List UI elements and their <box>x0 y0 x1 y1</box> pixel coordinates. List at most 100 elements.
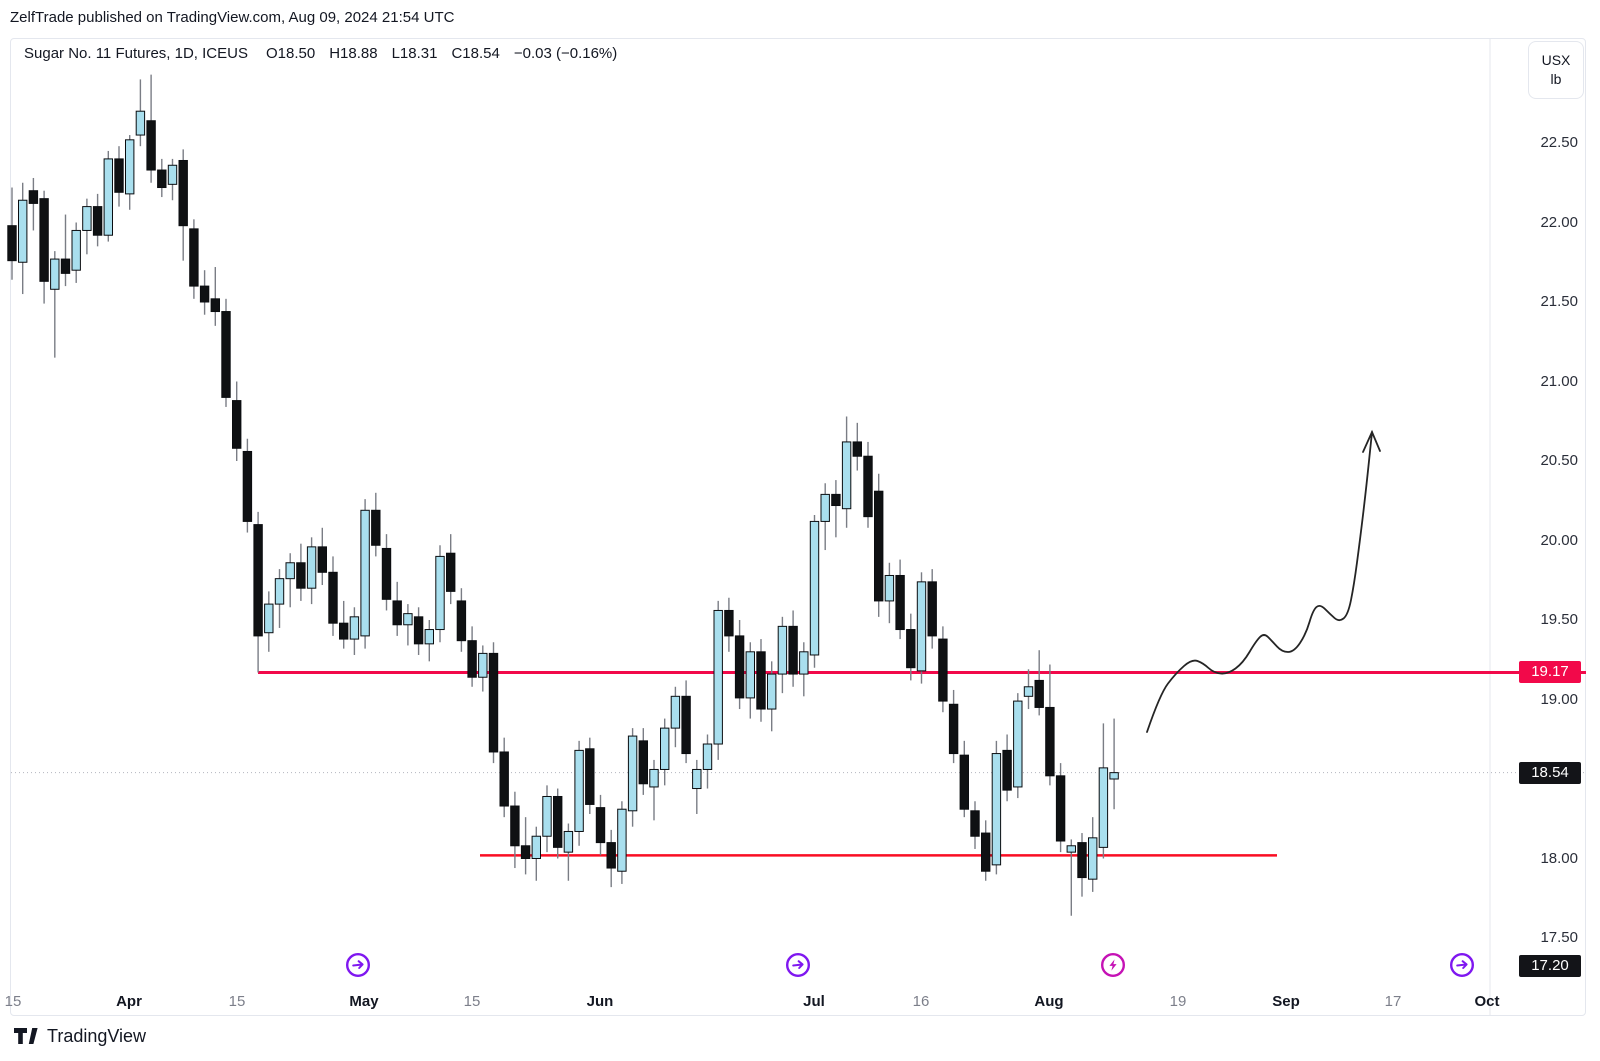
candle-body <box>456 600 467 642</box>
y-axis-label: 20.50 <box>1540 452 1578 469</box>
symbol-title: Sugar No. 11 Futures, 1D, ICEUS <box>24 45 248 62</box>
x-axis-tick: 15 <box>228 993 246 1010</box>
candle-body <box>274 578 285 605</box>
x-axis-tick: Oct <box>1474 993 1500 1010</box>
candle-body <box>670 695 681 729</box>
candle-body <box>146 120 156 171</box>
candle-body <box>285 562 295 580</box>
candle-body <box>681 695 691 755</box>
candles-group <box>7 74 1119 916</box>
candle-body <box>413 616 424 645</box>
candle-body <box>767 673 777 710</box>
y-axis-label: 22.00 <box>1540 213 1578 231</box>
candle-body <box>841 441 852 510</box>
projection-arrowhead <box>1362 429 1381 453</box>
candle-body <box>39 198 49 282</box>
candle-body <box>82 206 92 231</box>
candle-body <box>617 808 627 872</box>
candle-body <box>585 748 595 805</box>
candle-body <box>938 638 948 702</box>
chart-widget-frame <box>10 38 1586 1016</box>
candle-body <box>991 753 1002 866</box>
candle-body <box>306 546 317 589</box>
x-axis-tick: May <box>349 993 379 1010</box>
candle-body <box>1013 700 1023 788</box>
ohlc-open: O18.50 <box>265 45 316 62</box>
candle-body <box>574 749 584 832</box>
candle-body <box>981 832 991 872</box>
candle-body <box>692 768 702 790</box>
candle-body <box>381 547 392 600</box>
attribution-header: ZelfTrade published on TradingView.com, … <box>10 9 455 26</box>
candle-body <box>403 613 413 626</box>
candle-body <box>114 158 124 193</box>
price-badge: 19.17 <box>1519 661 1581 684</box>
candle-body <box>424 629 435 645</box>
candle-body <box>499 751 509 807</box>
candle-body <box>1098 767 1109 848</box>
candle-body <box>221 311 231 398</box>
y-axis-label: 17.50 <box>1540 929 1578 946</box>
price-badge: 17.20 <box>1519 955 1581 977</box>
candle-body <box>178 159 188 227</box>
symbol-legend[interactable]: Sugar No. 11 Futures, 1D, ICEUS O18.50 H18… <box>24 45 631 62</box>
candle-body <box>339 622 349 640</box>
y-axis-label: 21.50 <box>1540 293 1578 310</box>
candle-body <box>467 640 477 678</box>
candle-body <box>167 164 178 185</box>
candle-body <box>852 441 862 457</box>
candle-body <box>1034 679 1044 708</box>
candle-body <box>520 845 531 860</box>
tradingview-logo[interactable]: TradingView <box>14 1026 146 1047</box>
candle-body <box>157 169 167 189</box>
candle-body <box>627 735 638 812</box>
candle-body <box>135 110 146 136</box>
x-axis-tick: 17 <box>1384 993 1402 1010</box>
candle-body <box>232 400 242 449</box>
candle-body <box>713 609 723 745</box>
candle-body <box>874 490 884 602</box>
candle-body <box>970 810 980 837</box>
lightning-marker-icon[interactable] <box>1100 952 1126 978</box>
candle-body <box>531 835 541 859</box>
x-axis-tick: 15 <box>463 993 481 1010</box>
candle-body <box>724 609 734 637</box>
arrow-marker-icon[interactable] <box>1449 952 1475 978</box>
candle-body <box>349 616 360 640</box>
y-axis-label: 20.00 <box>1540 531 1578 549</box>
candle-body <box>777 625 788 675</box>
candle-body <box>906 629 916 669</box>
candle-body <box>820 493 830 522</box>
candle-body <box>756 651 766 710</box>
candle-body <box>542 795 552 837</box>
ohlc-close: C18.54 <box>451 45 500 62</box>
candle-body <box>7 225 17 262</box>
candle-body <box>1077 842 1087 879</box>
unit-currency: USX <box>1541 51 1571 68</box>
candle-body <box>371 509 381 546</box>
arrow-marker-icon[interactable] <box>345 952 371 978</box>
candle-body <box>660 727 670 770</box>
candle-body <box>1088 837 1098 880</box>
candle-body <box>446 552 456 592</box>
ohlc-change: −0.03 (−0.16%) <box>513 45 618 62</box>
candle-body <box>595 807 606 844</box>
candle-body <box>435 555 445 631</box>
candle-body <box>296 562 306 589</box>
candle-body <box>563 830 574 853</box>
y-axis-label: 22.50 <box>1540 134 1578 151</box>
candle-body <box>884 574 895 602</box>
tradingview-logo-icon <box>14 1028 38 1044</box>
x-axis-tick: Sep <box>1272 993 1300 1010</box>
candle-body <box>510 805 520 847</box>
candle-body <box>734 635 745 699</box>
projection-arrow-curve[interactable] <box>1146 431 1373 733</box>
candle-body <box>788 625 798 675</box>
ohlc-high: H18.88 <box>329 45 378 62</box>
candle-body <box>71 229 81 271</box>
y-axis-label: 19.00 <box>1540 690 1578 708</box>
y-axis-label: 21.00 <box>1540 372 1578 390</box>
candle-body <box>199 285 210 303</box>
arrow-marker-icon[interactable] <box>785 952 811 978</box>
